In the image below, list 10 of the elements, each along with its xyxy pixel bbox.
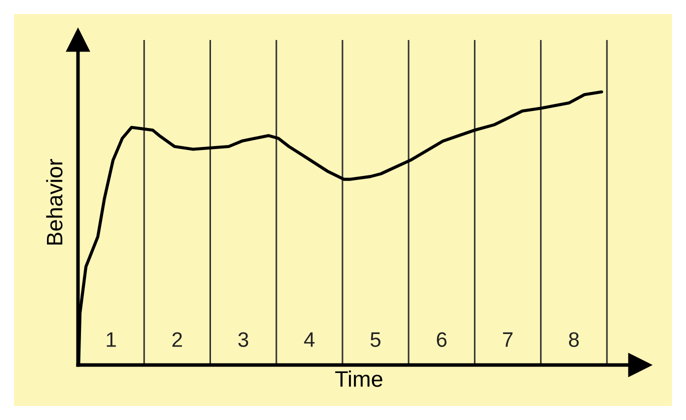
x-tick-label: 5 [370, 332, 380, 347]
x-axis-title: Time [335, 370, 382, 387]
x-tick-label: 3 [238, 332, 248, 347]
y-axis-title: Behavior [46, 159, 62, 245]
x-tick-label: 6 [436, 332, 447, 347]
x-tick-label: 2 [172, 332, 182, 347]
x-tick-label: 7 [503, 332, 513, 347]
x-tick-label: 4 [304, 332, 315, 347]
x-tick-label: 8 [568, 332, 579, 347]
x-tick-label: 1 [106, 332, 116, 347]
